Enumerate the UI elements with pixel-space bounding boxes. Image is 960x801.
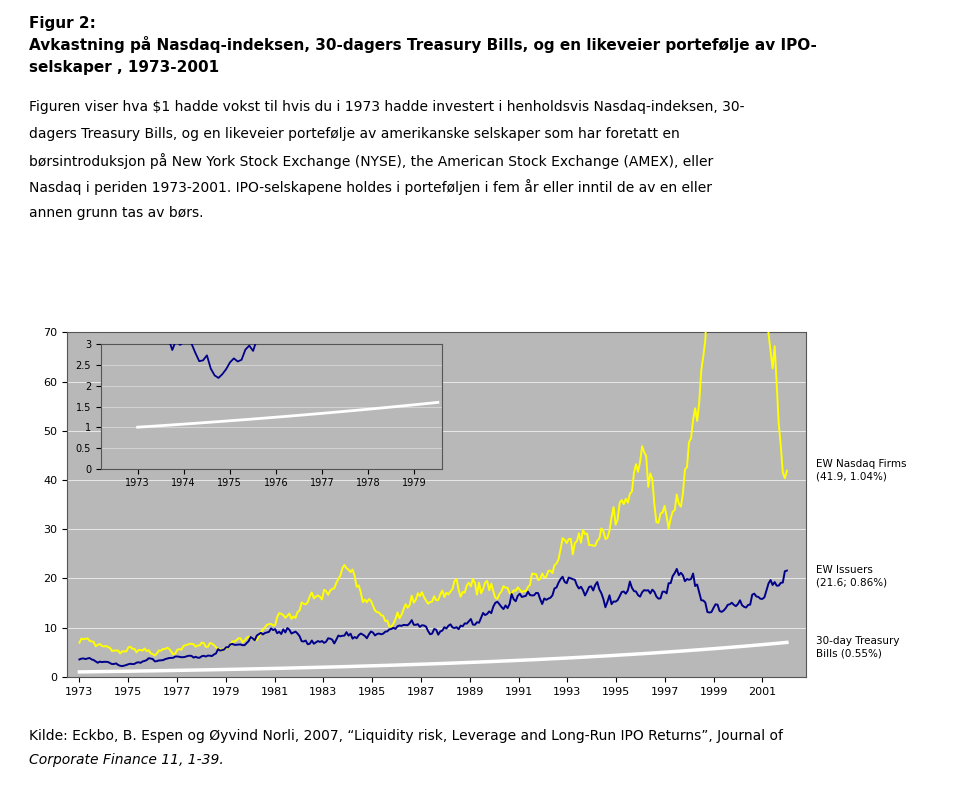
Text: EW Nasdaq Firms
(41.9, 1.04%): EW Nasdaq Firms (41.9, 1.04%) <box>816 460 906 482</box>
Text: Figuren viser hva $1 hadde vokst til hvis du i 1973 hadde investert i henholdsvi: Figuren viser hva $1 hadde vokst til hvi… <box>29 100 744 114</box>
Text: børsintroduksjon på New York Stock Exchange (NYSE), the American Stock Exchange : børsintroduksjon på New York Stock Excha… <box>29 153 713 169</box>
Text: 30-day Treasury
Bills (0.55%): 30-day Treasury Bills (0.55%) <box>816 636 900 658</box>
Text: Avkastning på Nasdaq-indeksen, 30-dagers Treasury Bills, og en likeveier portefø: Avkastning på Nasdaq-indeksen, 30-dagers… <box>29 36 817 53</box>
Text: annen grunn tas av børs.: annen grunn tas av børs. <box>29 206 204 219</box>
Text: dagers Treasury Bills, og en likeveier portefølje av amerikanske selskaper som h: dagers Treasury Bills, og en likeveier p… <box>29 127 680 140</box>
Text: Figur 2:: Figur 2: <box>29 16 96 31</box>
Text: selskaper , 1973-2001: selskaper , 1973-2001 <box>29 60 219 75</box>
Text: Kilde: Eckbo, B. Espen og Øyvind Norli, 2007, “Liquidity risk, Leverage and Long: Kilde: Eckbo, B. Espen og Øyvind Norli, … <box>29 729 782 743</box>
Text: Corporate Finance 11, 1-39.: Corporate Finance 11, 1-39. <box>29 753 224 767</box>
Text: Nasdaq i periden 1973-2001. IPO-selskapene holdes i porteføljen i fem år eller i: Nasdaq i periden 1973-2001. IPO-selskape… <box>29 179 711 195</box>
Text: EW Issuers
(21.6; 0.86%): EW Issuers (21.6; 0.86%) <box>816 565 887 587</box>
